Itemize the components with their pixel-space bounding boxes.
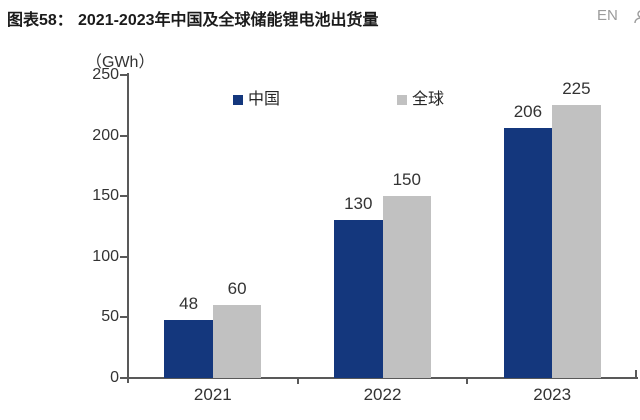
bar-全球-2022 [382,196,431,378]
y-axis-tick [120,74,128,76]
bar-value-label: 150 [392,170,421,190]
y-axis-tick [120,377,128,379]
bar-全球-2023 [552,105,601,378]
bar-中国-2023 [503,128,553,378]
x-axis-tick [296,378,299,384]
x-axis-tick [466,378,469,384]
legend-swatch [233,95,243,105]
bar-value-label: 206 [513,102,543,122]
legend-label: 全球 [412,91,445,108]
y-axis-tick [120,316,128,319]
bar-中国-2022 [334,220,383,378]
legend-swatch [397,95,407,105]
y-axis-tick [120,255,128,258]
y-axis-unit-label: （GWh） [86,54,155,71]
y-axis-tick [120,195,128,198]
legend-item-全球: 全球 [397,92,444,108]
x-axis-line [127,377,638,379]
figure-title: 2021-2023年中国及全球储能锂电池出货量 [78,12,379,29]
x-axis-category-label: 2022 [363,385,402,404]
bar-value-label: 60 [227,279,247,299]
bar-value-label: 225 [562,79,591,99]
y-axis-tick [120,134,128,137]
bar-value-label: 130 [344,194,373,214]
bar-全球-2021 [212,305,262,378]
x-axis-category-label: 2021 [193,385,232,404]
y-axis-tick-label: 0 [110,369,119,386]
y-axis-tick-label: 250 [92,66,119,83]
y-axis-line [127,73,129,383]
y-axis-tick-label: 50 [101,308,119,326]
x-axis-category-label: 2023 [533,385,572,404]
y-axis-tick-label: 150 [92,187,119,205]
bar-value-label: 48 [179,293,199,313]
y-axis-tick-label: 100 [92,247,119,265]
user-icon[interactable] [633,9,640,25]
x-axis-end-tick [635,370,637,378]
legend-item-中国: 中国 [233,92,280,108]
legend-label: 中国 [248,91,281,108]
language-toggle[interactable]: EN [597,7,618,24]
figure-number-label: 图表58： [7,12,73,29]
bar-中国-2021 [164,319,213,378]
y-axis-tick-label: 200 [92,126,119,144]
